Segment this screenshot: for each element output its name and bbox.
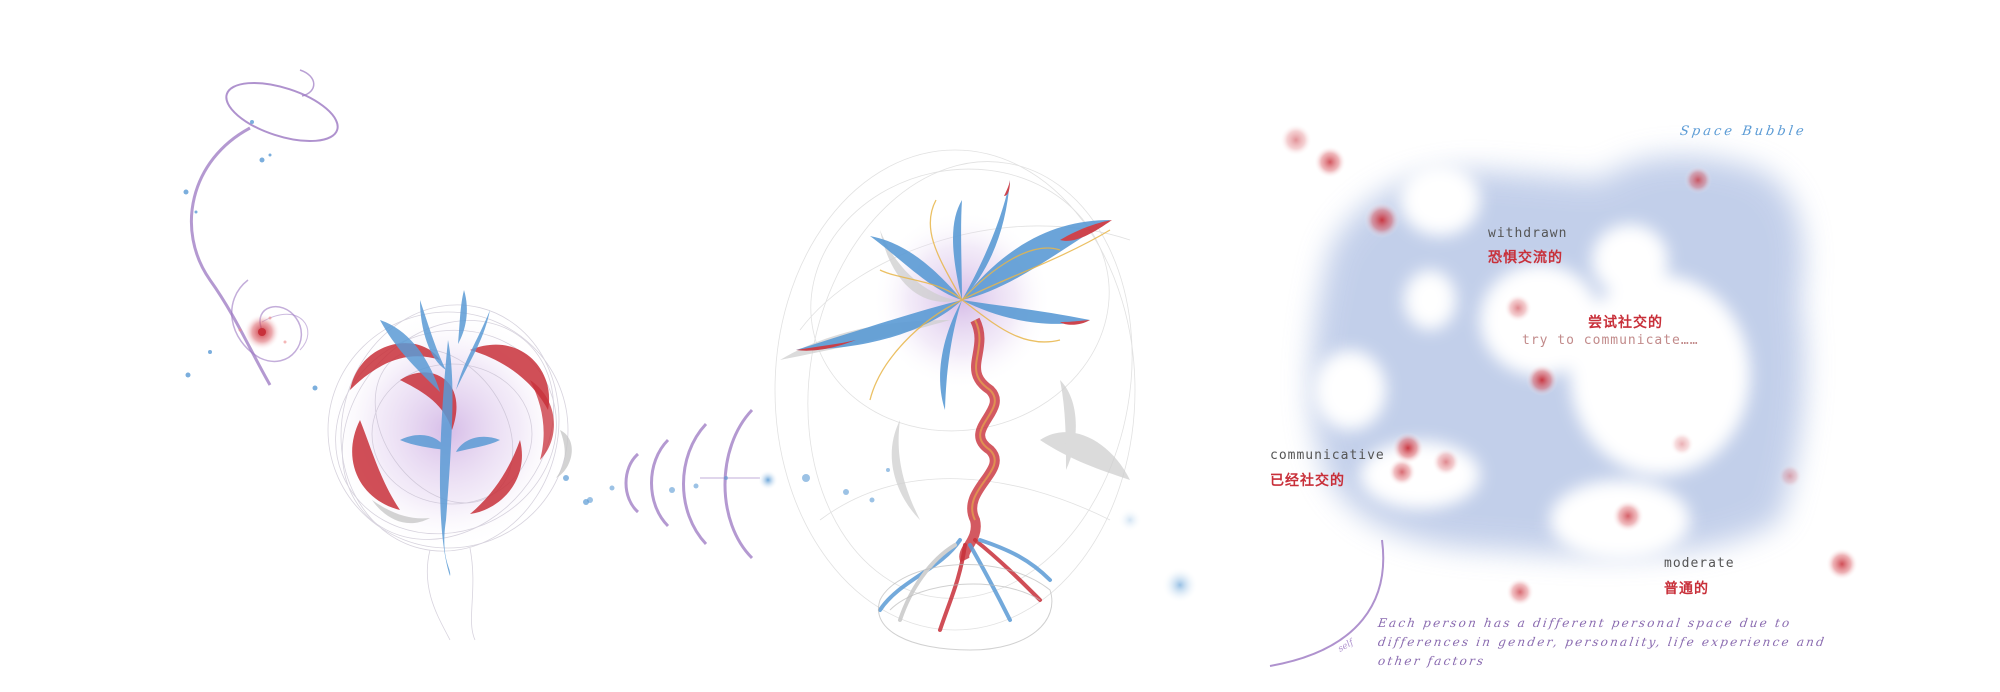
label-try-cn: 尝试社交的 bbox=[1588, 315, 1663, 331]
spiral-orbit-sprite bbox=[183, 69, 339, 391]
note-line-2: differences in gender, personality, life… bbox=[1377, 635, 1828, 649]
label-moderate-en: moderate bbox=[1664, 556, 1735, 571]
label-communicative-en: communicative bbox=[1270, 448, 1385, 463]
signal-wave-arcs bbox=[587, 408, 890, 560]
label-try-en: try to communicate…… bbox=[1522, 333, 1699, 348]
space-bubble-field: self bbox=[1269, 124, 1858, 667]
space-bubble-title: Space Bubble bbox=[1678, 124, 1808, 139]
label-withdrawn-cn: 恐惧交流的 bbox=[1488, 250, 1563, 266]
label-withdrawn-en: withdrawn bbox=[1488, 226, 1568, 241]
heart-flower-sphere bbox=[327, 290, 589, 641]
note-line-1: Each person has a different personal spa… bbox=[1377, 616, 1793, 630]
note-line-3: other factors bbox=[1377, 654, 1487, 668]
blossoming-tree-flower bbox=[774, 149, 1198, 651]
personal-space-note: Each person has a different personal spa… bbox=[1377, 614, 1828, 671]
label-moderate-cn: 普通的 bbox=[1664, 581, 1709, 597]
label-communicative-cn: 已经社交的 bbox=[1270, 473, 1345, 489]
